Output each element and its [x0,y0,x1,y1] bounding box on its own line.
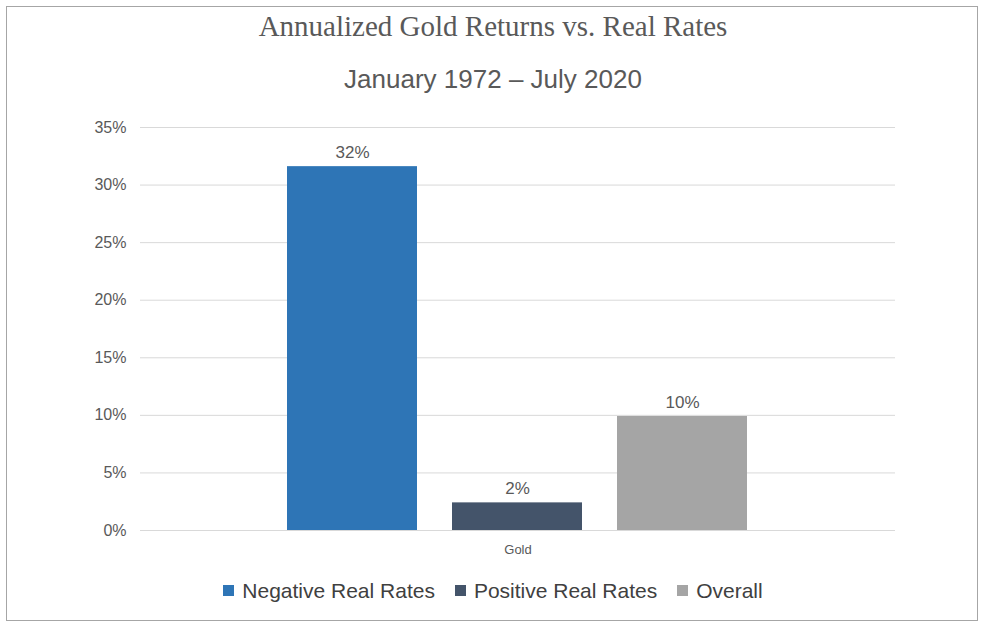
svg-text:35%: 35% [94,119,126,136]
svg-text:10%: 10% [94,406,126,423]
svg-text:15%: 15% [94,349,126,366]
html-text:Overall: Overall [696,579,763,602]
svg-text:2%: 2% [505,479,530,498]
html-text:Negative Real Rates: Negative Real Rates [242,579,435,602]
svg-text:5%: 5% [103,464,126,481]
svg-text:32%: 32% [335,143,369,162]
svg-text:30%: 30% [94,176,126,193]
svg-text:20%: 20% [94,291,126,308]
svg-text:25%: 25% [94,234,126,251]
svg-text:Gold: Gold [504,542,531,557]
html-text:Annualized Gold Returns vs. Re: Annualized Gold Returns vs. Real Rates [258,10,728,42]
html-text:January 1972 – July 2020: January 1972 – July 2020 [344,64,642,94]
svg-text:10%: 10% [665,393,699,412]
html-text:Positive Real Rates: Positive Real Rates [473,579,658,602]
svg-text:0%: 0% [103,522,126,539]
